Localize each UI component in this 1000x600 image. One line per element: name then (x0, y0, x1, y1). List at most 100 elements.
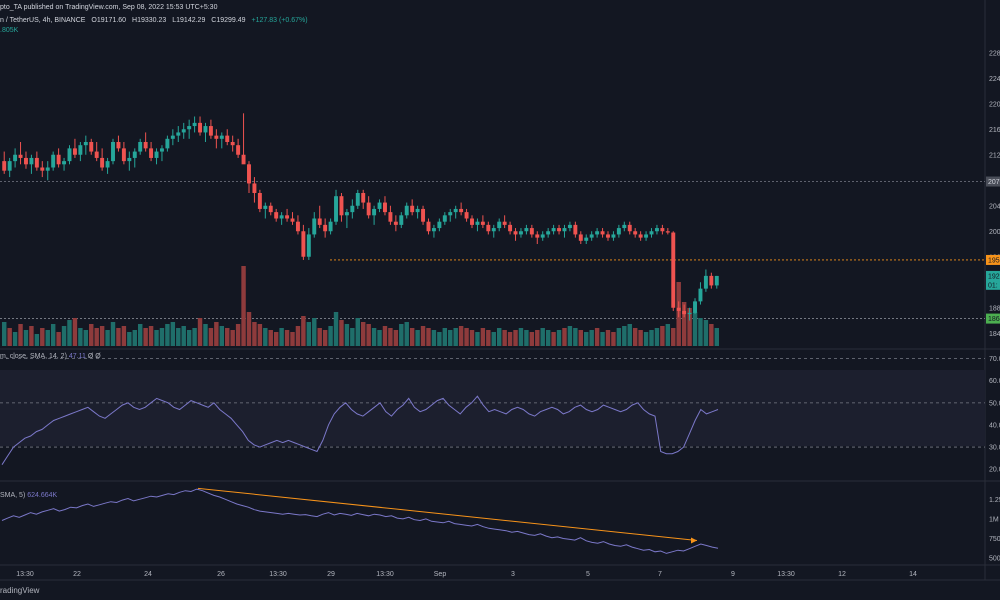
time-tick-label: 13:30 (16, 571, 34, 578)
volume-bar (426, 328, 431, 346)
candle-body (263, 205, 268, 209)
obv-label: SMA, 5) (0, 492, 26, 499)
candle-body (361, 193, 366, 203)
volume-bar (649, 330, 654, 346)
volume-bar (23, 330, 29, 346)
volume-bar (420, 326, 426, 346)
volume-bar (186, 330, 192, 346)
volume-bar (535, 330, 540, 346)
price-axis[interactable]: 2280224022002160212020402000196018801840… (989, 50, 1000, 562)
candle-body (404, 205, 409, 216)
candle-body (214, 135, 219, 139)
candle-body (56, 154, 61, 165)
volume-bar (388, 328, 393, 346)
volume-bar (529, 332, 535, 346)
candle-body (638, 234, 643, 238)
volume-bar (399, 324, 404, 346)
symbol-legend[interactable]: n / TetherUS, 4h, BINANCE O19171.60 H193… (0, 17, 312, 24)
volume-bar (491, 332, 496, 346)
candle-body (698, 288, 703, 302)
time-tick-label: 14 (909, 571, 917, 578)
obv-tick-label: 750K (989, 536, 1000, 543)
candle-body (421, 208, 426, 222)
volume-bar (344, 324, 350, 346)
candle-body (208, 126, 213, 136)
volume-bar (638, 330, 643, 346)
time-tick-label: 26 (217, 571, 225, 578)
candle-body (230, 142, 235, 146)
volume-bar (333, 312, 339, 346)
volume-bar (268, 330, 273, 346)
candle-body (154, 151, 159, 158)
candle-body (366, 202, 371, 216)
candle-body (143, 142, 148, 149)
volume-bars (2, 266, 719, 346)
candle-body (67, 148, 72, 162)
volume-bar (127, 332, 132, 346)
price-tag-bg (986, 313, 1000, 324)
candle-body (105, 161, 110, 168)
obv-legend[interactable]: SMA, 5) 624.664K (0, 492, 57, 499)
candle-body (132, 151, 137, 158)
candle-body (480, 221, 485, 225)
volume-bar (246, 312, 252, 346)
candle-body (181, 129, 186, 133)
price-tick-label: 2280 (989, 50, 1000, 57)
candle-body (578, 234, 583, 241)
volume-bar (573, 328, 578, 346)
candle-body (557, 228, 562, 232)
close-value: C19299.49 (211, 17, 246, 24)
price-tick-label: 2200 (989, 101, 1000, 108)
rsi-panel (0, 358, 985, 465)
obv-line (1, 488, 719, 554)
volume-bar (584, 332, 589, 346)
candle-body (225, 135, 230, 142)
candle-body (383, 202, 387, 213)
candle-body (219, 135, 224, 139)
volume-bar (29, 326, 34, 346)
volume-bar (279, 328, 284, 346)
volume-bar (431, 330, 437, 346)
rsi-legend[interactable]: m, close, SMA, 14, 2) 47.11 Ø Ø (0, 353, 101, 360)
tradingview-logo[interactable]: radingView (0, 586, 39, 595)
volume-bar (464, 328, 469, 346)
price-tag-label: 195 (988, 257, 1000, 264)
time-tick-label: 9 (731, 571, 735, 578)
volume-bar (681, 302, 687, 346)
price-levels (0, 181, 985, 319)
time-axis[interactable]: 13:30 22 24 26 13:30 29 13:30 Sep 3 5 7 9 13:30 12 14 (16, 571, 917, 578)
volume-bar (94, 328, 99, 346)
candle-body (475, 221, 480, 225)
candle-body (546, 231, 551, 235)
rsi-value: 47.11 (68, 353, 86, 360)
time-tick-label: 7 (658, 571, 662, 578)
candle-body (491, 228, 496, 232)
candle-body (257, 193, 262, 209)
volume-bar (208, 328, 214, 346)
volume-bar (518, 328, 524, 346)
volume-bar (132, 330, 137, 346)
candle-body (13, 154, 18, 162)
volume-bar (643, 332, 649, 346)
candle-body (393, 221, 398, 225)
time-tick-label: 3 (511, 571, 515, 578)
candle-body (34, 157, 39, 168)
price-tag-label: 1864 (988, 316, 1000, 323)
price-tick-label: 2120 (989, 152, 1000, 159)
volume-bar (339, 320, 344, 346)
candle-body (138, 142, 143, 152)
candle-body (274, 212, 279, 219)
candle-body (247, 164, 251, 184)
volume-bar (7, 328, 12, 346)
volume-bar (306, 322, 312, 346)
candle-body (470, 218, 474, 225)
volume-bar (622, 326, 627, 346)
volume-bar (105, 330, 110, 346)
volume-bar (404, 322, 409, 346)
candle-body (187, 126, 192, 130)
volume-bar (361, 322, 366, 346)
price-tick-label: 2040 (989, 203, 1000, 210)
volume-bar (660, 326, 665, 346)
obv-tick-label: 500K (989, 556, 1000, 563)
